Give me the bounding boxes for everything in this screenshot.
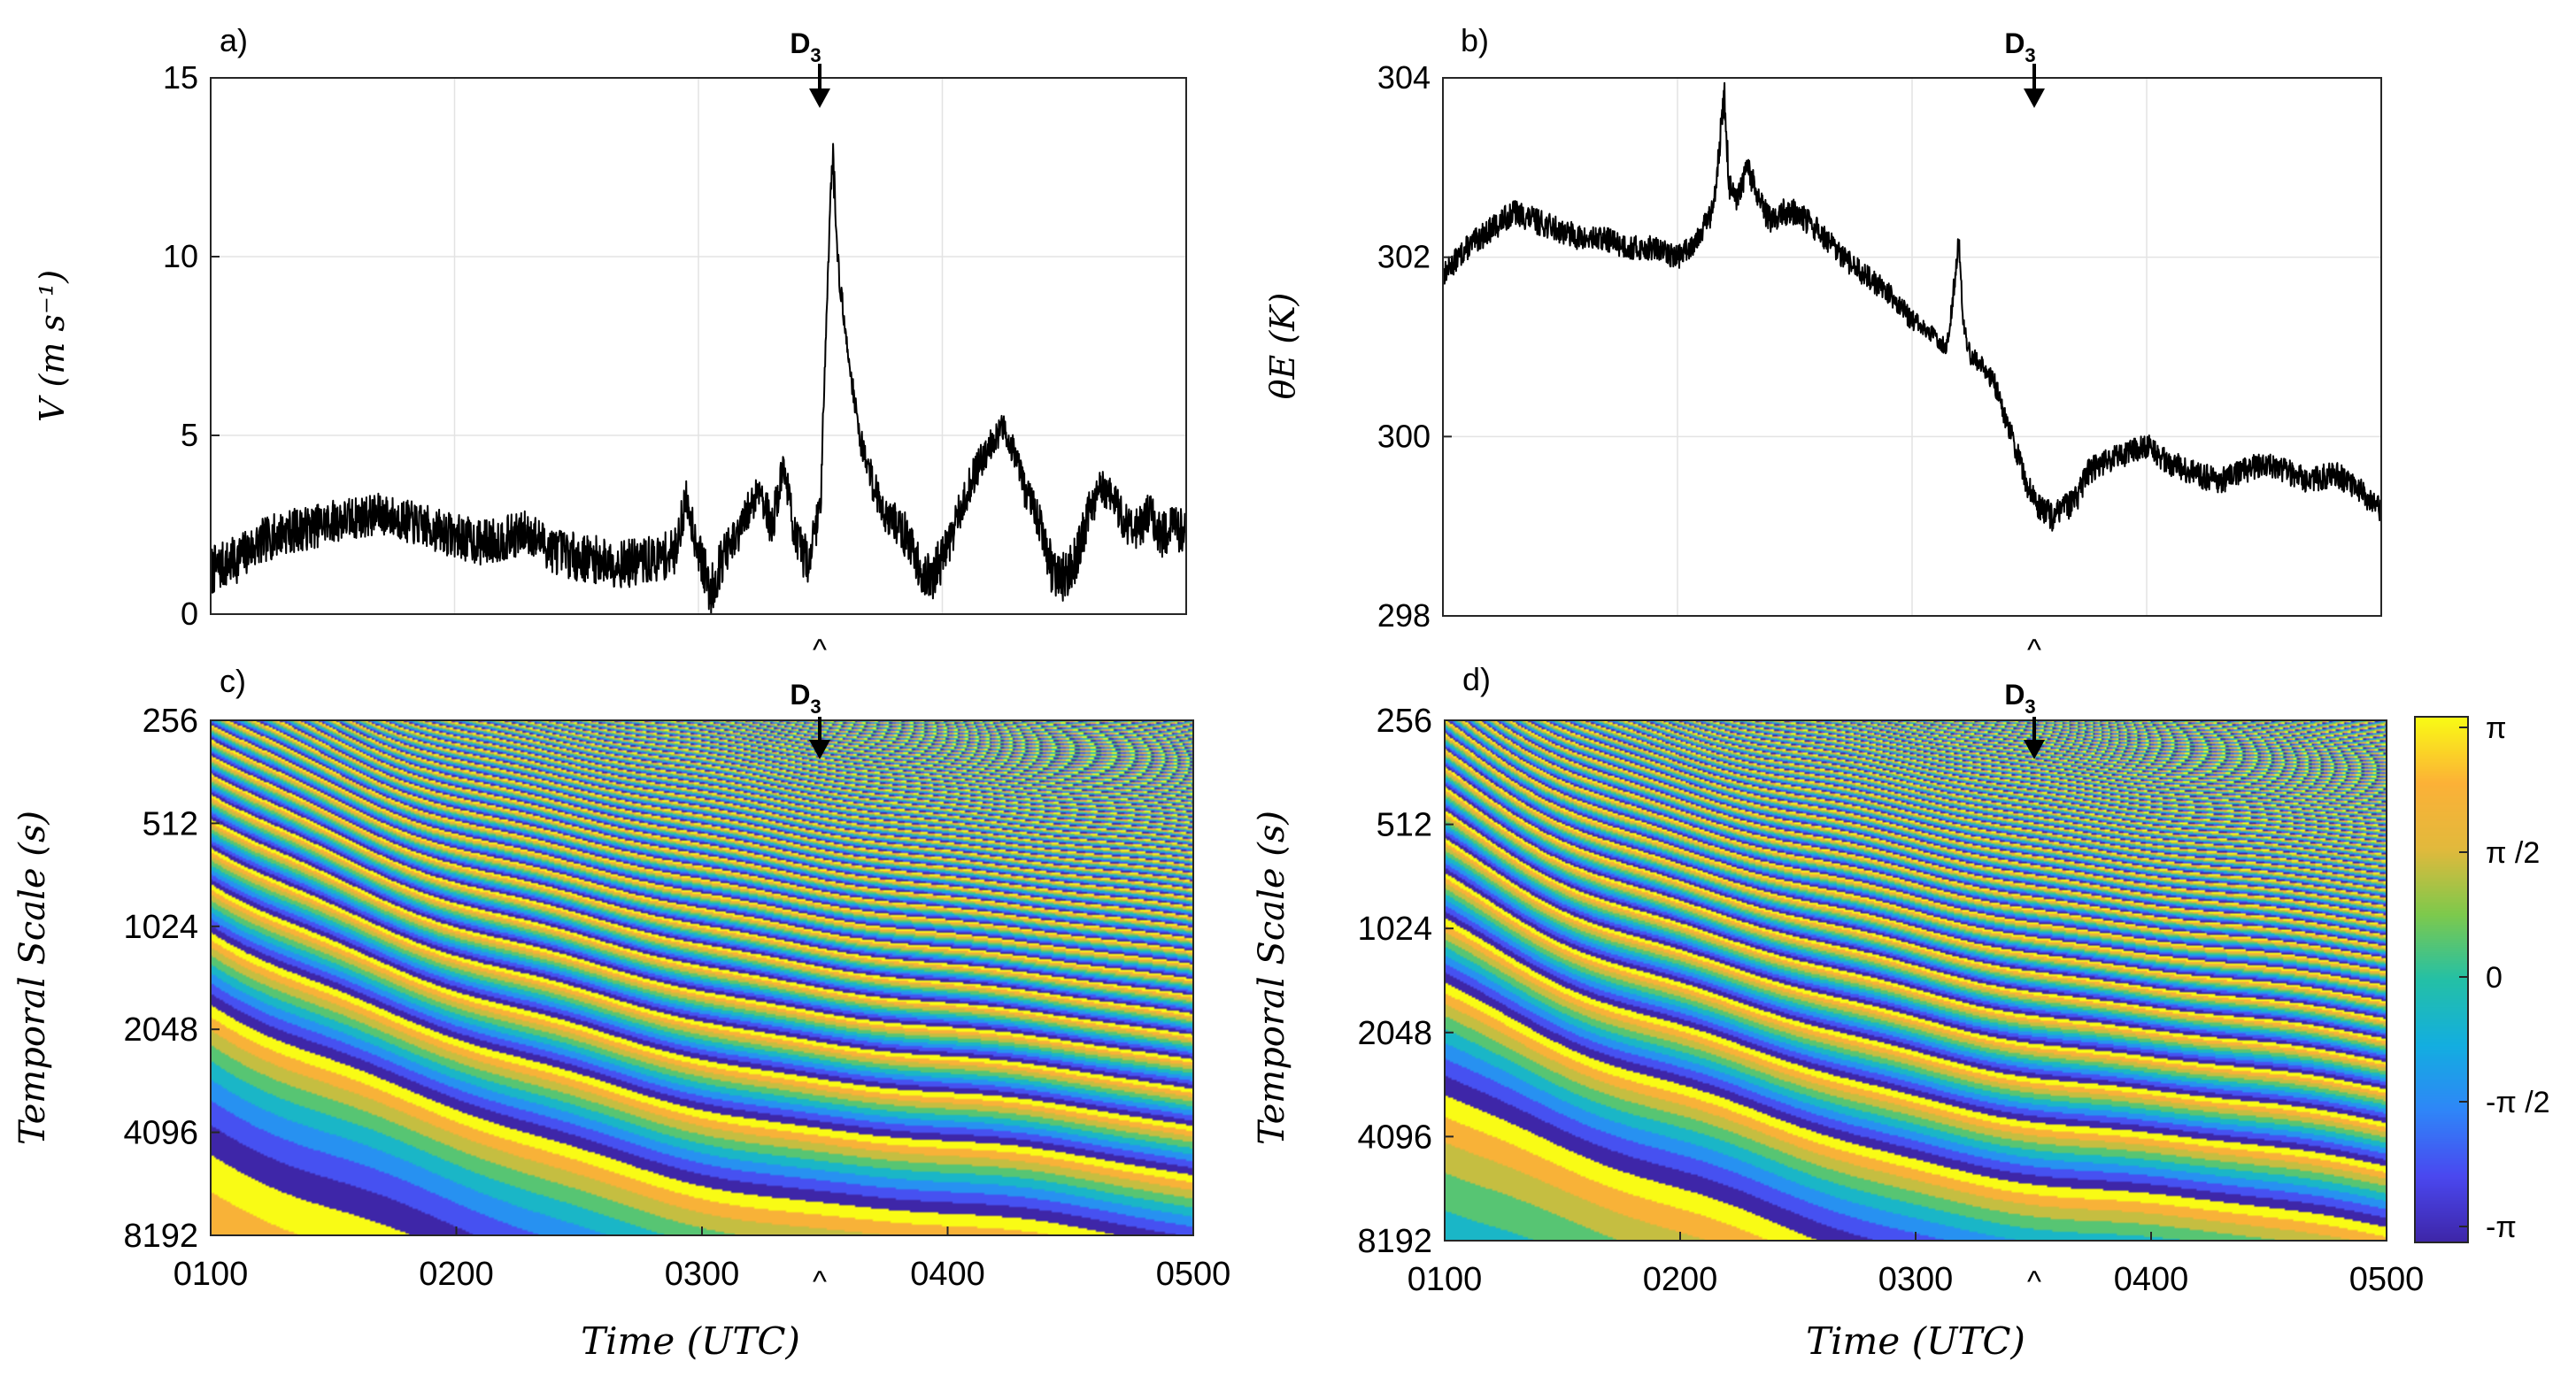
panel-b-y-ticks: 298 300 302 304 <box>1377 59 1452 634</box>
panel-b-event-label: D3 <box>2004 27 2035 66</box>
panel-a: 0 5 10 15 a) V (m s⁻¹) D3 <box>33 22 1187 632</box>
data-series-line <box>210 142 1187 615</box>
x-tick-label: 0400 <box>910 1256 985 1293</box>
panel-a-label: a) <box>220 22 248 58</box>
panel-a-trace <box>210 142 1187 615</box>
data-series-line <box>1442 81 2382 532</box>
y-tick-label: 10 <box>163 238 198 274</box>
panel-c-event-marker: ^ D3 ^ <box>790 634 830 1299</box>
panel-b: 298 300 302 304 b) θE (K) D3 <box>1263 22 2382 634</box>
panel-b-event-arrow-icon <box>2024 88 2045 108</box>
panel-d-ylabel: Temporal Scale (s) <box>1252 811 1292 1145</box>
x-tick-label: 0400 <box>2114 1261 2189 1298</box>
panel-d-event-arrow-icon <box>2024 740 2045 759</box>
panel-d-x-ticks: 0100 0200 0300 0400 0500 <box>1408 1232 2425 1298</box>
panel-b-ylabel: θE (K) <box>1263 293 1302 400</box>
colorbar-frame <box>2414 716 2469 1243</box>
panel-d-y-ticks: 256 512 1024 2048 4096 8192 <box>1357 703 1454 1260</box>
y-tick-label: 5 <box>181 417 198 453</box>
panel-a-event-marker: D3 <box>790 27 830 108</box>
y-tick-label: 0 <box>181 596 198 632</box>
colorbar: π π /2 0 -π /2 -π <box>2414 711 2550 1244</box>
x-tick-label: 0100 <box>1408 1261 1483 1298</box>
y-tick-label: 304 <box>1377 59 1431 96</box>
y-tick-label: 15 <box>163 59 198 96</box>
y-tick-label: 512 <box>143 805 198 842</box>
colorbar-gradient <box>2415 717 2468 1242</box>
panel-c-label: c) <box>220 663 246 699</box>
x-tick-label: 0100 <box>174 1256 249 1293</box>
y-tick-label: 1024 <box>123 909 198 946</box>
colorbar-tick-label: -π /2 <box>2486 1086 2550 1119</box>
panel-c-x-ticks: 0100 0200 0300 0400 0500 <box>174 1226 1231 1293</box>
panel-d-event-label: D3 <box>2004 679 2035 718</box>
y-tick-label: 302 <box>1377 239 1431 275</box>
y-tick-label: 4096 <box>1357 1119 1432 1156</box>
x-tick-label: 0300 <box>1878 1261 1954 1298</box>
panel-b-trace <box>1442 81 2382 532</box>
y-tick-label: 256 <box>1377 703 1432 740</box>
colorbar-tick-label: 0 <box>2486 961 2503 995</box>
y-tick-label: 2048 <box>1357 1015 1432 1052</box>
panel-a-event-arrow-icon <box>809 88 830 108</box>
x-tick-label: 0200 <box>419 1256 494 1293</box>
y-tick-label: 256 <box>143 703 198 740</box>
panel-a-axes-frame <box>210 77 1187 615</box>
y-tick-label: 300 <box>1377 418 1431 454</box>
y-tick-label: 512 <box>1377 807 1432 844</box>
y-tick-label: 1024 <box>1357 911 1432 948</box>
y-tick-label: 298 <box>1377 597 1431 634</box>
panel-d-label: d) <box>1462 661 1491 697</box>
panel-a-y-ticks: 0 5 10 15 <box>163 59 220 632</box>
panel-c-phase-heatmap <box>211 720 1193 1235</box>
panel-b-grid <box>1442 77 2382 617</box>
panel-c-caret-bottom: ^ <box>813 1265 827 1299</box>
panel-c-ylabel: Temporal Scale (s) <box>12 811 53 1145</box>
panel-b-axes-frame <box>1442 77 2382 617</box>
panel-b-label: b) <box>1461 22 1489 58</box>
colorbar-tick-label: -π <box>2486 1211 2517 1244</box>
panel-d-xlabel: Time (UTC) <box>1806 1319 2025 1363</box>
x-tick-label: 0500 <box>2349 1261 2425 1298</box>
panel-c-event-arrow-icon <box>809 740 830 759</box>
y-tick-label: 4096 <box>123 1115 198 1152</box>
y-tick-label: 8192 <box>1357 1223 1432 1260</box>
colorbar-tick-label: π /2 <box>2486 836 2540 870</box>
panel-c-y-ticks: 256 512 1024 2048 4096 8192 <box>123 703 220 1255</box>
colorbar-ticks: π π /2 0 -π /2 -π <box>2459 711 2550 1244</box>
panel-c-caret-top: ^ <box>813 634 827 667</box>
panel-d-event-marker: ^ D3 ^ <box>2004 634 2045 1299</box>
panel-d-caret-top: ^ <box>2027 634 2041 667</box>
x-tick-label: 0200 <box>1643 1261 1718 1298</box>
panel-d-caret-bottom: ^ <box>2027 1265 2041 1299</box>
y-tick-label: 2048 <box>123 1011 198 1049</box>
colorbar-tick-label: π <box>2486 711 2506 745</box>
panel-b-event-marker: D3 <box>2004 27 2045 108</box>
y-tick-label: 8192 <box>123 1218 198 1255</box>
panel-d-phase-heatmap <box>1445 720 2387 1241</box>
panel-a-event-label: D3 <box>790 27 821 66</box>
panel-c-event-label: D3 <box>790 679 821 718</box>
panel-a-ylabel: V (m s⁻¹) <box>33 270 72 422</box>
panel-c-xlabel: Time (UTC) <box>581 1319 800 1363</box>
x-tick-label: 0500 <box>1156 1256 1231 1293</box>
x-tick-label: 0300 <box>665 1256 740 1293</box>
